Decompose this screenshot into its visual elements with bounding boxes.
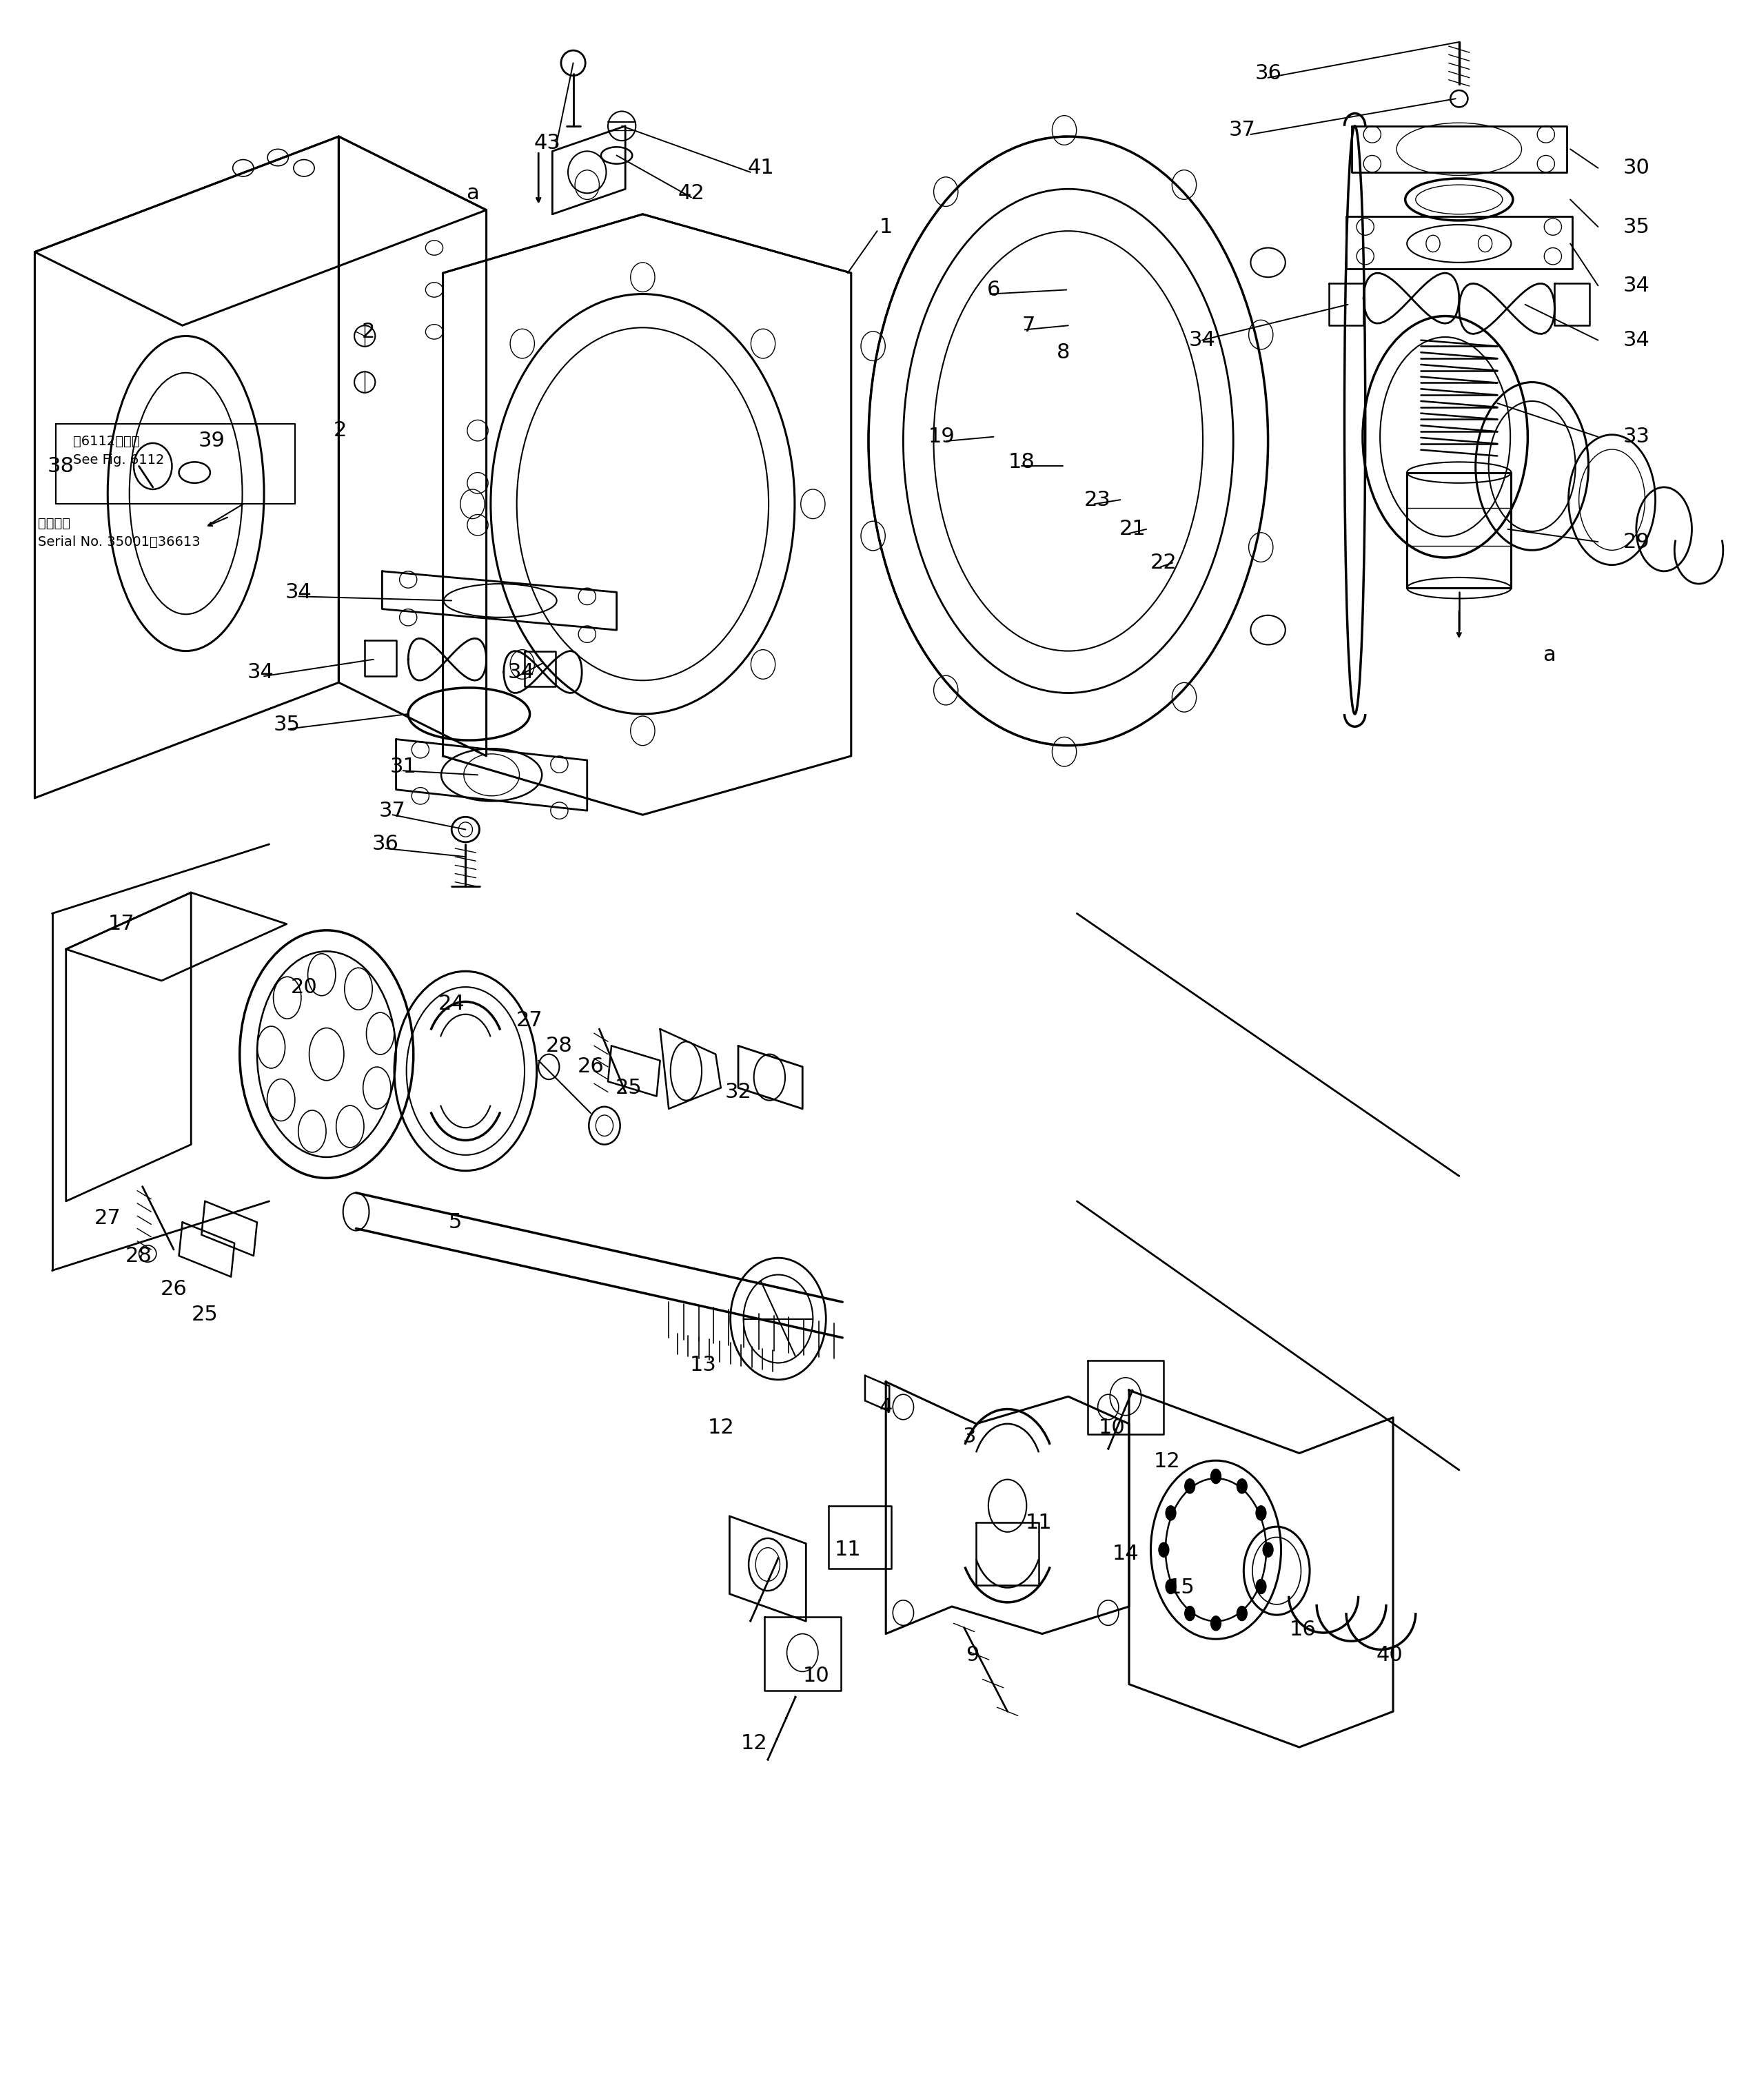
Text: 適用号機: 適用号機 <box>38 517 71 529</box>
Text: 7: 7 <box>1021 315 1035 336</box>
Text: 12: 12 <box>1153 1451 1181 1472</box>
Ellipse shape <box>1159 1541 1169 1558</box>
Ellipse shape <box>1185 1478 1195 1493</box>
Text: 29: 29 <box>1622 531 1650 552</box>
Text: 40: 40 <box>1376 1644 1403 1665</box>
Text: 43: 43 <box>533 132 561 153</box>
Text: 35: 35 <box>273 714 301 735</box>
Text: 19: 19 <box>928 426 955 447</box>
Text: 10: 10 <box>802 1665 830 1686</box>
Ellipse shape <box>1256 1579 1266 1594</box>
Text: 34: 34 <box>247 662 274 682</box>
Text: 16: 16 <box>1289 1619 1317 1640</box>
Text: 26: 26 <box>160 1279 188 1300</box>
Text: 37: 37 <box>1228 120 1256 141</box>
Ellipse shape <box>1166 1579 1176 1594</box>
Text: 34: 34 <box>507 662 535 682</box>
Text: 27: 27 <box>516 1010 544 1031</box>
Text: 36: 36 <box>1254 63 1282 84</box>
Text: See Fig. 6112: See Fig. 6112 <box>73 454 165 466</box>
Text: 1: 1 <box>879 216 893 237</box>
Text: 13: 13 <box>690 1355 717 1376</box>
Text: 15: 15 <box>1167 1577 1195 1598</box>
Text: 8: 8 <box>1056 342 1070 363</box>
Text: 38: 38 <box>47 456 75 477</box>
Text: 31: 31 <box>389 756 417 777</box>
Text: 2: 2 <box>334 420 347 441</box>
Text: 11: 11 <box>834 1539 862 1560</box>
Text: 28: 28 <box>545 1035 573 1056</box>
Text: 21: 21 <box>1119 519 1146 540</box>
Text: 第6112図参照: 第6112図参照 <box>73 435 139 447</box>
Ellipse shape <box>1263 1541 1273 1558</box>
Text: a: a <box>466 183 479 204</box>
Text: 4: 4 <box>879 1397 893 1418</box>
Text: 34: 34 <box>1188 330 1216 351</box>
Text: 10: 10 <box>1098 1418 1126 1438</box>
Text: Serial No. 35001－36613: Serial No. 35001－36613 <box>38 536 201 548</box>
Text: 41: 41 <box>747 158 775 179</box>
Ellipse shape <box>1237 1606 1247 1621</box>
Text: 34: 34 <box>1622 330 1650 351</box>
Text: 25: 25 <box>615 1077 643 1098</box>
Ellipse shape <box>1166 1506 1176 1520</box>
Text: 34: 34 <box>1622 275 1650 296</box>
Text: 33: 33 <box>1622 426 1650 447</box>
Text: 2: 2 <box>361 321 375 342</box>
Ellipse shape <box>1237 1478 1247 1493</box>
Text: 22: 22 <box>1150 552 1178 573</box>
Text: 12: 12 <box>707 1418 735 1438</box>
Text: a: a <box>1542 645 1556 666</box>
Text: 12: 12 <box>740 1733 768 1754</box>
Text: 25: 25 <box>191 1304 219 1325</box>
Text: 27: 27 <box>94 1208 122 1228</box>
Text: 11: 11 <box>1025 1512 1053 1533</box>
Text: 35: 35 <box>1622 216 1650 237</box>
Text: 18: 18 <box>1007 452 1035 473</box>
Ellipse shape <box>1211 1617 1221 1630</box>
Text: 17: 17 <box>108 914 135 934</box>
Text: 23: 23 <box>1084 489 1112 510</box>
Text: 24: 24 <box>438 993 466 1014</box>
Text: 39: 39 <box>198 430 226 452</box>
Text: 9: 9 <box>966 1644 980 1665</box>
Ellipse shape <box>1256 1506 1266 1520</box>
Text: 32: 32 <box>724 1082 752 1102</box>
Text: 30: 30 <box>1622 158 1650 179</box>
Text: 5: 5 <box>448 1212 462 1233</box>
Text: 14: 14 <box>1112 1544 1139 1565</box>
Ellipse shape <box>1185 1606 1195 1621</box>
Text: 42: 42 <box>677 183 705 204</box>
Text: 28: 28 <box>125 1245 153 1266</box>
Text: 36: 36 <box>372 834 400 855</box>
Text: 37: 37 <box>379 800 406 821</box>
Text: 20: 20 <box>290 977 318 997</box>
Text: 3: 3 <box>962 1426 976 1447</box>
Ellipse shape <box>1211 1470 1221 1483</box>
Text: 26: 26 <box>577 1056 604 1077</box>
Text: 34: 34 <box>285 582 313 603</box>
Text: 6: 6 <box>987 279 1001 300</box>
